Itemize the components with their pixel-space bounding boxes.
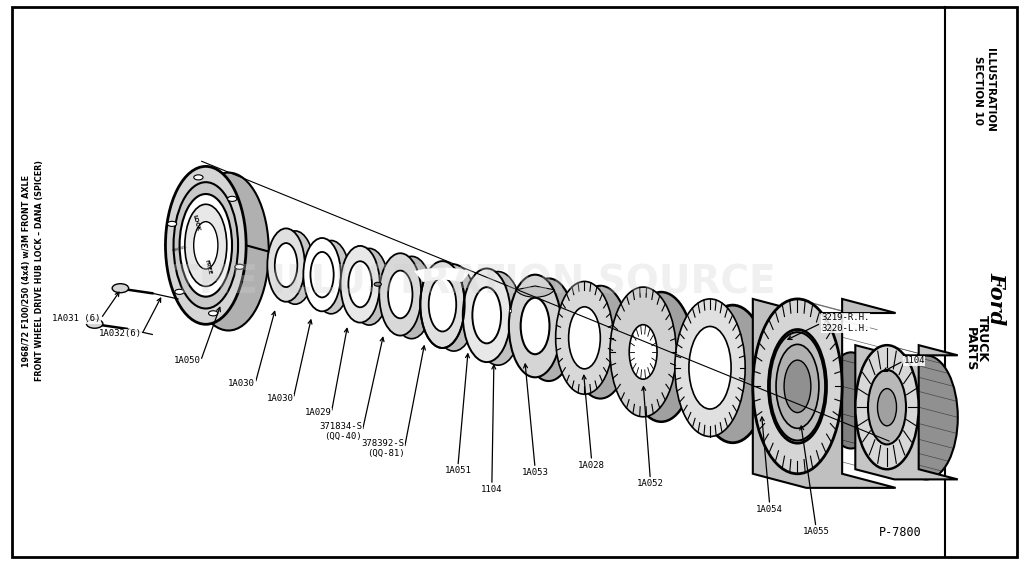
- Circle shape: [375, 283, 382, 287]
- Ellipse shape: [629, 325, 658, 379]
- Ellipse shape: [193, 222, 218, 269]
- Text: 1A029: 1A029: [305, 408, 331, 417]
- Text: 1A050: 1A050: [174, 356, 201, 365]
- Text: ILLUSTRATION: ILLUSTRATION: [985, 49, 995, 132]
- Ellipse shape: [304, 238, 341, 311]
- Ellipse shape: [185, 204, 226, 287]
- Text: 1A055: 1A055: [803, 527, 829, 536]
- Text: 3219-R.H.
3220-L.H.: 3219-R.H. 3220-L.H.: [821, 314, 870, 333]
- Text: 1A030: 1A030: [228, 379, 255, 388]
- Ellipse shape: [698, 305, 768, 443]
- Ellipse shape: [388, 271, 413, 318]
- Ellipse shape: [180, 194, 232, 297]
- Ellipse shape: [380, 253, 421, 336]
- Ellipse shape: [769, 329, 826, 443]
- Text: FREE: FREE: [204, 259, 212, 276]
- Ellipse shape: [391, 256, 432, 338]
- Text: 1968/72 F100/250 (4x4) w/3M FRONT AXLE: 1968/72 F100/250 (4x4) w/3M FRONT AXLE: [23, 175, 31, 367]
- Ellipse shape: [166, 166, 246, 324]
- Ellipse shape: [277, 231, 314, 304]
- Ellipse shape: [784, 360, 811, 413]
- Ellipse shape: [474, 272, 522, 365]
- Ellipse shape: [509, 275, 561, 377]
- Text: WHEEL: WHEEL: [172, 245, 187, 253]
- Text: P-7800: P-7800: [879, 526, 922, 540]
- Text: PARTS: PARTS: [964, 328, 977, 372]
- Ellipse shape: [628, 292, 695, 422]
- Ellipse shape: [311, 252, 333, 297]
- Text: 371834-S
(QQ-40): 371834-S (QQ-40): [319, 422, 362, 441]
- Ellipse shape: [868, 370, 906, 444]
- Ellipse shape: [826, 352, 876, 448]
- Ellipse shape: [420, 261, 465, 348]
- Ellipse shape: [341, 246, 380, 323]
- Circle shape: [235, 265, 244, 270]
- Ellipse shape: [349, 261, 371, 307]
- Ellipse shape: [571, 286, 629, 399]
- Text: 1A031 (6): 1A031 (6): [52, 314, 101, 323]
- Wedge shape: [414, 268, 471, 282]
- Circle shape: [175, 289, 184, 294]
- Circle shape: [227, 196, 237, 201]
- Text: Ford: Ford: [986, 272, 1006, 325]
- Ellipse shape: [689, 327, 731, 409]
- Ellipse shape: [463, 268, 510, 362]
- Text: 1A032(6): 1A032(6): [99, 329, 142, 338]
- Ellipse shape: [431, 264, 476, 351]
- Text: TRUCK: TRUCK: [977, 315, 989, 362]
- Text: 1A054: 1A054: [756, 505, 783, 514]
- Circle shape: [112, 284, 129, 293]
- FancyArrow shape: [509, 309, 510, 312]
- Ellipse shape: [313, 240, 350, 314]
- Ellipse shape: [523, 279, 575, 381]
- Circle shape: [86, 319, 103, 328]
- Ellipse shape: [770, 332, 825, 440]
- Text: 1A053: 1A053: [522, 468, 548, 477]
- Ellipse shape: [275, 243, 297, 287]
- Ellipse shape: [521, 298, 549, 354]
- Text: LOCK: LOCK: [191, 214, 201, 232]
- Ellipse shape: [429, 277, 456, 332]
- Ellipse shape: [569, 307, 600, 369]
- Ellipse shape: [188, 173, 269, 331]
- Polygon shape: [753, 299, 895, 488]
- Text: THE ILLUSTRATION SOURCE: THE ILLUSTRATION SOURCE: [172, 263, 775, 301]
- Circle shape: [193, 175, 203, 180]
- Circle shape: [209, 311, 218, 316]
- Circle shape: [168, 221, 177, 226]
- Text: 1104: 1104: [482, 485, 502, 494]
- Text: FRONT WHEEL DRIVE HUB LOCK – DANA (SPICER): FRONT WHEEL DRIVE HUB LOCK – DANA (SPICE…: [35, 160, 43, 381]
- Ellipse shape: [350, 248, 389, 325]
- Polygon shape: [855, 345, 958, 479]
- Text: SECTION 10: SECTION 10: [972, 56, 983, 125]
- Ellipse shape: [472, 287, 501, 343]
- Text: 1A030: 1A030: [267, 394, 293, 403]
- Ellipse shape: [776, 345, 819, 428]
- Ellipse shape: [610, 287, 676, 417]
- Ellipse shape: [878, 389, 896, 426]
- Ellipse shape: [268, 228, 305, 302]
- Text: 1A052: 1A052: [637, 479, 664, 488]
- Text: 1A051: 1A051: [445, 466, 471, 475]
- Text: 1A028: 1A028: [578, 461, 605, 470]
- Ellipse shape: [894, 355, 958, 479]
- Ellipse shape: [753, 299, 842, 474]
- Ellipse shape: [556, 281, 613, 394]
- Ellipse shape: [675, 299, 745, 437]
- Text: 1104: 1104: [903, 356, 925, 365]
- Ellipse shape: [174, 182, 238, 309]
- Ellipse shape: [855, 345, 919, 469]
- Text: 378392-S
(QQ-81): 378392-S (QQ-81): [361, 439, 404, 458]
- Wedge shape: [516, 286, 555, 297]
